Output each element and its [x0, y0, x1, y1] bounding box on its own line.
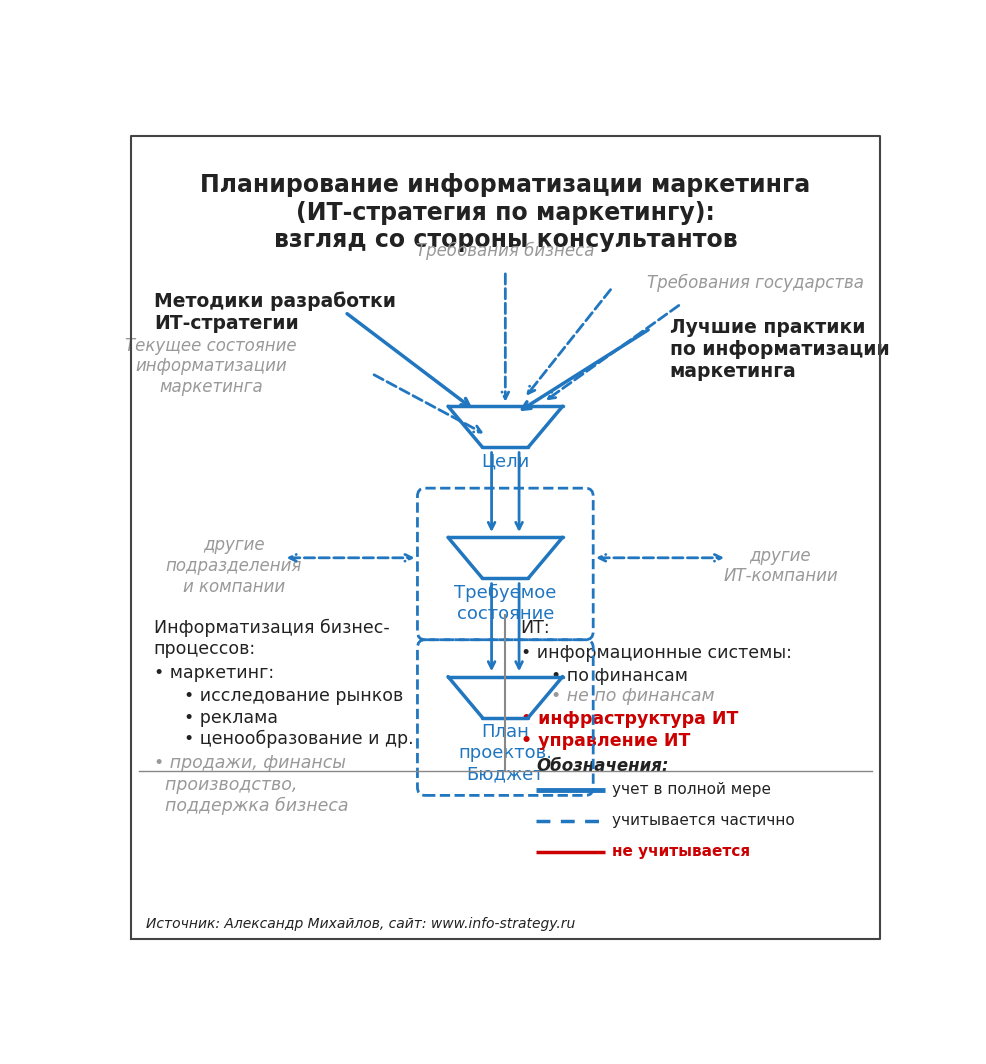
Text: • ценообразование и др.: • ценообразование и др.: [184, 730, 414, 748]
Text: производство,: производство,: [154, 776, 297, 794]
Text: Планирование информатизации маркетинга
(ИТ-стратегия по маркетингу):
взгляд со с: Планирование информатизации маркетинга (…: [200, 172, 810, 252]
Text: учет в полной мере: учет в полной мере: [612, 782, 771, 797]
Text: • маркетинг:: • маркетинг:: [154, 664, 274, 682]
Text: Цели: Цели: [481, 453, 529, 471]
Text: Текущее состояние
информатизации
маркетинга: Текущее состояние информатизации маркети…: [125, 336, 297, 396]
Text: Информатизация бизнес-
процессов:: Информатизация бизнес- процессов:: [154, 619, 389, 659]
Text: План
проектов.
Бюджет: План проектов. Бюджет: [458, 724, 552, 783]
Text: не учитывается: не учитывается: [612, 845, 750, 860]
Text: • реклама: • реклама: [184, 709, 278, 727]
Text: • управление ИТ: • управление ИТ: [521, 732, 690, 750]
Text: другие
подразделения
и компании: другие подразделения и компании: [166, 536, 303, 596]
Text: • информационные системы:: • информационные системы:: [521, 644, 792, 662]
Text: • инфраструктура ИТ: • инфраструктура ИТ: [521, 710, 738, 728]
Text: • не по финансам: • не по финансам: [551, 687, 715, 705]
Text: Методики разработки
ИТ-стратегии: Методики разработки ИТ-стратегии: [154, 292, 395, 333]
Text: Лучшие практики
по информатизации
маркетинга: Лучшие практики по информатизации маркет…: [669, 318, 889, 381]
Text: ИТ:: ИТ:: [521, 619, 550, 637]
Text: учитывается частично: учитывается частично: [612, 813, 795, 828]
Text: Источник: Александр Михайлов, сайт: www.info-strategy.ru: Источник: Александр Михайлов, сайт: www.…: [146, 916, 576, 931]
Text: • продажи, финансы: • продажи, финансы: [154, 754, 346, 772]
Text: • по финансам: • по финансам: [551, 667, 688, 685]
Text: Требования бизнеса: Требования бизнеса: [416, 243, 595, 261]
Text: Требуемое
состояние: Требуемое состояние: [455, 584, 556, 624]
Text: Обозначения:: Обозначения:: [536, 757, 669, 775]
Text: • исследование рынков: • исследование рынков: [184, 687, 403, 705]
Text: другие
ИТ-компании: другие ИТ-компании: [723, 547, 838, 585]
Text: Требования государства: Требования государства: [647, 275, 864, 293]
Text: поддержка бизнеса: поддержка бизнеса: [154, 797, 348, 815]
